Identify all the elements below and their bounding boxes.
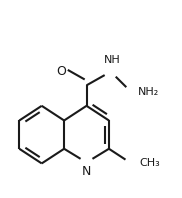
Text: NH: NH bbox=[104, 55, 121, 65]
Text: NH₂: NH₂ bbox=[138, 87, 159, 97]
Text: N: N bbox=[82, 165, 91, 178]
Text: CH₃: CH₃ bbox=[139, 158, 160, 168]
Text: O: O bbox=[56, 65, 66, 78]
